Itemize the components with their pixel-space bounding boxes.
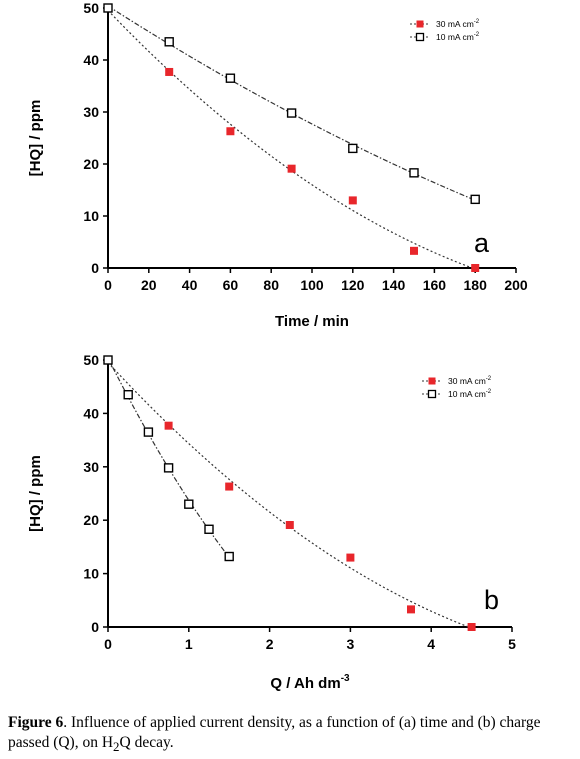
x-tick-label: 120: [341, 277, 365, 293]
data-point-open: [163, 463, 174, 473]
panel-label: b: [484, 585, 499, 615]
chart-a: 0 20 40 60 80 100 120 140 160 180 200 0 10 20 30 40 50 Ti…: [27, 0, 528, 330]
data-point-open: [224, 551, 234, 562]
legend-label-sup: -2: [486, 376, 492, 382]
data-point-filled: [165, 67, 174, 76]
legend-label-sup: -2: [486, 389, 492, 395]
legend-label-text: 30 mA cm: [448, 376, 486, 386]
caption-text-2: Q decay.: [119, 734, 174, 751]
x-tick-label: 60: [223, 277, 239, 293]
y-axis-title: [HQ] / ppm: [27, 100, 44, 177]
data-point-open: [164, 37, 174, 47]
data-point-open: [204, 524, 214, 534]
x-tick-label: 180: [464, 277, 488, 293]
y-tick-label: 0: [91, 260, 99, 276]
legend-label: 10 mA cm-2: [448, 389, 492, 399]
data-point-open: [409, 168, 419, 178]
data-point-open: [184, 499, 194, 509]
legend-label: 10 mA cm-2: [436, 32, 480, 42]
y-tick-label: 30: [83, 104, 99, 120]
x-tick-label: 160: [423, 277, 447, 293]
data-point-open: [470, 194, 480, 205]
data-point-open: [286, 108, 297, 118]
legend-label: 30 mA cm-2: [448, 376, 492, 386]
x-tick-label: 80: [263, 277, 279, 293]
legend-label-sup: -2: [474, 19, 480, 25]
x-axis-title-text: Q / Ah dm: [270, 675, 340, 692]
y-tick-label: 50: [83, 352, 99, 368]
y-tick-label: 10: [83, 566, 99, 582]
legend-label-text: 10 mA cm: [436, 32, 474, 42]
y-tick-label: 30: [83, 459, 99, 475]
x-tick-label: 100: [300, 277, 324, 293]
x-axis-title: Time / min: [275, 313, 349, 330]
x-axis-title: Q / Ah dm-3: [270, 673, 350, 692]
data-point-filled: [410, 246, 418, 255]
x-tick-label: 0: [104, 277, 112, 293]
y-tick-label: 20: [83, 156, 99, 172]
data-point-filled: [287, 164, 296, 173]
legend-label-text: 10 mA cm: [448, 389, 486, 399]
y-tick-label: 20: [83, 512, 99, 528]
panel-label: a: [474, 228, 490, 258]
x-tick-label: 140: [382, 277, 406, 293]
caption-label: Figure 6: [8, 714, 64, 731]
x-tick-label: 200: [504, 277, 528, 293]
y-tick-label: 40: [83, 405, 99, 421]
data-point-open: [103, 3, 113, 13]
data-point-filled: [225, 482, 234, 491]
data-point-filled: [467, 623, 476, 631]
y-axis-title: [HQ] / ppm: [27, 455, 44, 532]
caption-text-1: . Influence of applied current density, …: [8, 714, 541, 751]
data-point-filled: [226, 127, 235, 136]
x-tick-label: 2: [266, 636, 274, 652]
x-axis-title-sup: -3: [341, 673, 350, 684]
x-tick-label: 0: [104, 636, 112, 652]
data-point-filled: [346, 553, 355, 562]
x-axis-title-text: Time / min: [275, 313, 349, 330]
data-point-open: [143, 427, 154, 437]
data-point-filled: [164, 421, 173, 430]
data-point-filled: [407, 605, 415, 614]
figure: 0 20 40 60 80 100 120 140 160 180 20001020304050Ti…: [27, 0, 528, 692]
legend-label-text: 30 mA cm: [436, 19, 474, 29]
x-tick-label: 1: [185, 636, 193, 652]
data-point-open: [123, 390, 133, 400]
x-tick-label: 4: [427, 636, 435, 652]
data-point-open: [103, 355, 113, 365]
y-tick-label: 40: [83, 52, 99, 68]
legend-label: 30 mA cm-2: [436, 19, 480, 29]
fit-curve-filled: [107, 362, 472, 628]
caption-subscript: 2: [113, 739, 120, 755]
legend-marker-open: [427, 389, 437, 399]
legend-label-sup: -2: [474, 32, 480, 38]
x-tick-label: 40: [182, 277, 198, 293]
data-point-filled: [471, 264, 480, 272]
x-tick-label: 20: [141, 277, 157, 293]
legend-marker-filled: [416, 20, 424, 28]
data-point-open: [348, 143, 358, 154]
data-point-filled: [348, 196, 357, 205]
legend-marker-open: [415, 32, 425, 42]
fit-curve-filled: [107, 10, 476, 269]
y-tick-label: 10: [83, 208, 99, 224]
figure-caption: Figure 6. Influence of applied current d…: [8, 713, 578, 757]
legend-marker-filled: [428, 377, 436, 385]
data-point-open: [225, 73, 236, 83]
data-point-filled: [285, 521, 294, 530]
y-tick-label: 50: [83, 0, 99, 16]
x-tick-label: 5: [508, 636, 516, 652]
x-tick-label: 3: [347, 636, 355, 652]
y-tick-label: 0: [91, 619, 99, 635]
